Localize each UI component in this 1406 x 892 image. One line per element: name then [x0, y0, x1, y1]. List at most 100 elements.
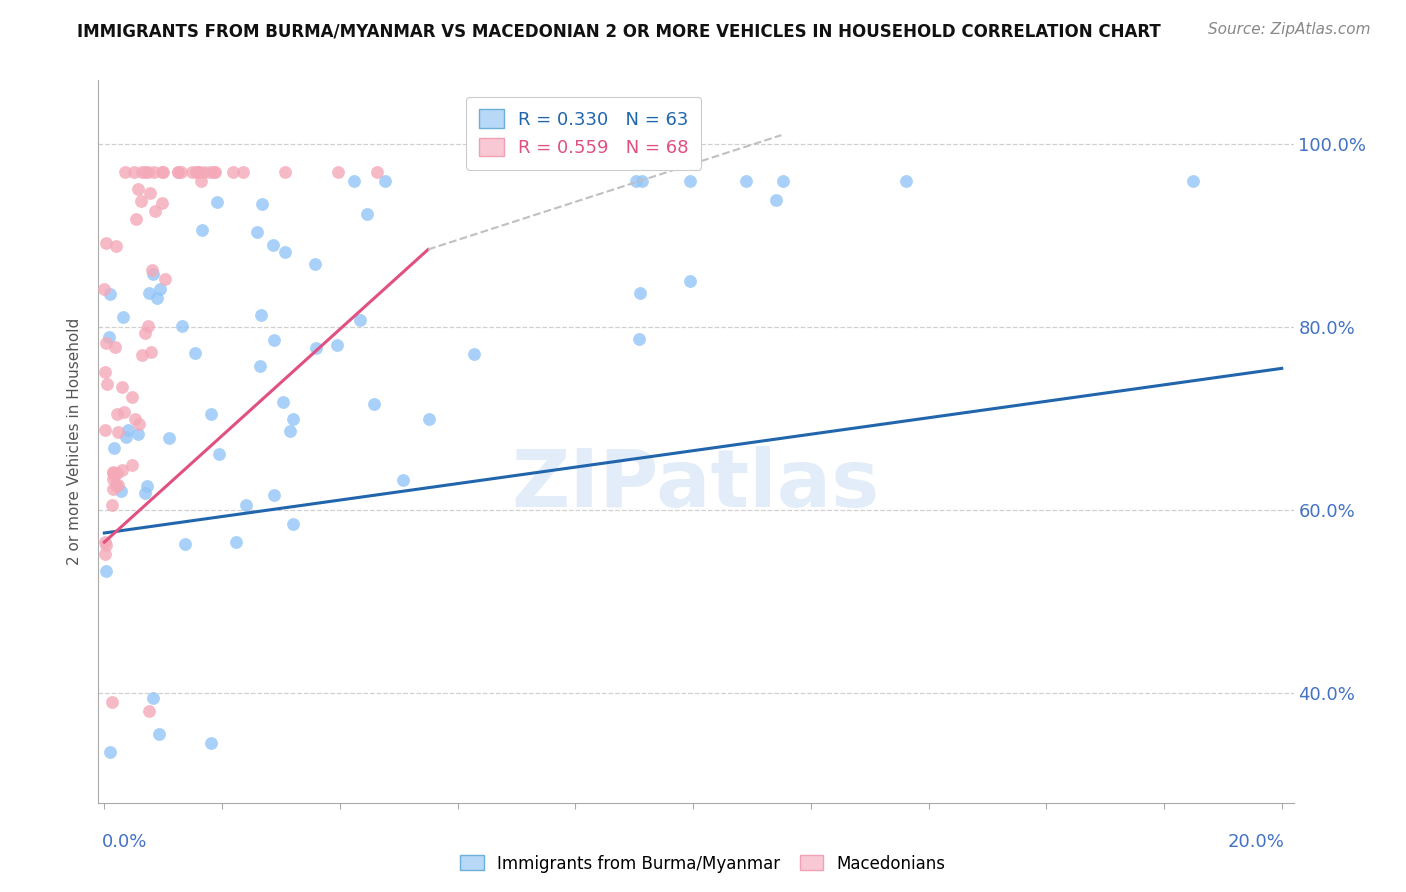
Text: 20.0%: 20.0%: [1227, 833, 1285, 851]
Point: [263, 488, 285, 502]
Point: [187, 165, 209, 179]
Point: [114, 165, 136, 179]
Text: 0.0%: 0.0%: [101, 833, 146, 851]
Point: [204, 165, 226, 179]
Point: [94, 236, 117, 251]
Point: [263, 333, 285, 347]
Point: [138, 704, 160, 718]
Point: [117, 423, 139, 437]
Point: [246, 225, 269, 239]
Point: [679, 174, 702, 188]
Point: [262, 238, 284, 252]
Point: [765, 193, 787, 207]
Point: [152, 165, 174, 179]
Point: [170, 165, 193, 179]
Point: [232, 165, 254, 179]
Point: [326, 165, 349, 179]
Point: [274, 165, 297, 179]
Point: [115, 430, 138, 444]
Point: [131, 348, 153, 362]
Point: [138, 285, 160, 300]
Point: [628, 332, 651, 346]
Point: [167, 165, 190, 179]
Point: [121, 458, 143, 473]
Point: [190, 174, 212, 188]
Point: [98, 287, 121, 301]
Point: [121, 390, 143, 404]
Point: [250, 309, 273, 323]
Point: [679, 274, 702, 288]
Point: [127, 182, 149, 196]
Point: [101, 482, 124, 496]
Text: ZIPatlas: ZIPatlas: [512, 446, 880, 524]
Point: [135, 478, 157, 492]
Point: [94, 564, 117, 578]
Point: [122, 165, 145, 179]
Point: [271, 395, 294, 409]
Point: [111, 310, 134, 324]
Point: [107, 425, 129, 439]
Point: [139, 186, 162, 201]
Point: [131, 165, 153, 179]
Point: [392, 474, 415, 488]
Point: [200, 736, 222, 750]
Point: [208, 447, 231, 461]
Point: [105, 407, 128, 421]
Point: [107, 478, 129, 492]
Point: [110, 484, 132, 499]
Point: [463, 347, 485, 361]
Point: [184, 165, 207, 179]
Point: [111, 380, 134, 394]
Point: [172, 319, 194, 334]
Point: [134, 485, 156, 500]
Point: [103, 468, 125, 483]
Point: [101, 472, 124, 486]
Point: [624, 174, 647, 188]
Point: [150, 165, 173, 179]
Point: [274, 244, 297, 259]
Point: [221, 165, 243, 179]
Text: Source: ZipAtlas.com: Source: ZipAtlas.com: [1208, 22, 1371, 37]
Point: [127, 427, 149, 442]
Point: [94, 534, 117, 549]
Point: [136, 165, 159, 179]
Point: [155, 272, 177, 286]
Point: [305, 341, 328, 355]
Point: [100, 499, 122, 513]
Point: [129, 194, 152, 209]
Point: [139, 345, 162, 359]
Point: [93, 547, 115, 561]
Point: [304, 257, 326, 271]
Point: [283, 412, 305, 426]
Point: [104, 340, 127, 354]
Point: [343, 174, 366, 188]
Point: [157, 431, 180, 445]
Point: [105, 467, 128, 481]
Point: [134, 165, 156, 179]
Point: [188, 165, 211, 179]
Point: [101, 466, 124, 480]
Legend: R = 0.330   N = 63, R = 0.559   N = 68: R = 0.330 N = 63, R = 0.559 N = 68: [465, 96, 702, 169]
Point: [184, 345, 207, 359]
Point: [356, 206, 378, 220]
Legend: Immigrants from Burma/Myanmar, Macedonians: Immigrants from Burma/Myanmar, Macedonia…: [454, 848, 952, 880]
Point: [142, 690, 165, 705]
Point: [200, 407, 222, 421]
Point: [278, 424, 301, 438]
Point: [250, 197, 273, 211]
Point: [104, 239, 127, 253]
Point: [173, 537, 195, 551]
Point: [111, 463, 134, 477]
Point: [94, 365, 117, 379]
Point: [734, 174, 756, 188]
Point: [136, 318, 159, 333]
Point: [96, 335, 118, 350]
Point: [191, 223, 214, 237]
Point: [283, 516, 305, 531]
Point: [202, 165, 225, 179]
Point: [142, 165, 165, 179]
Text: IMMIGRANTS FROM BURMA/MYANMAR VS MACEDONIAN 2 OR MORE VEHICLES IN HOUSEHOLD CORR: IMMIGRANTS FROM BURMA/MYANMAR VS MACEDON…: [77, 22, 1161, 40]
Point: [235, 499, 257, 513]
Point: [149, 282, 172, 296]
Point: [418, 411, 440, 425]
